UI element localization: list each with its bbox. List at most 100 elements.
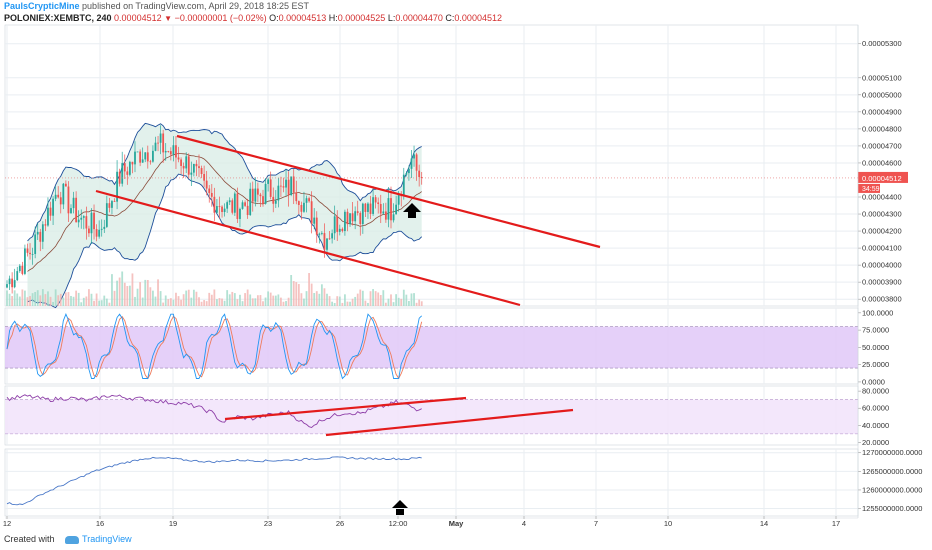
volume-bar (131, 273, 134, 306)
x-tick-label: 26 (336, 519, 344, 528)
candle-body (285, 179, 287, 188)
volume-bar (49, 296, 52, 306)
candle-body (264, 183, 267, 204)
candle-body (356, 211, 359, 213)
footer: Created with TradingView (4, 533, 132, 545)
volume-bar (100, 300, 103, 306)
candle-body (192, 163, 195, 173)
volume-bar (356, 293, 359, 306)
candle-body (269, 179, 272, 197)
candle-body (274, 200, 277, 204)
volume-bar (310, 283, 313, 306)
volume-bar (103, 295, 106, 306)
volume-bar (113, 290, 116, 306)
candle-body (175, 145, 177, 158)
rsi-y-label: 40.0000 (862, 421, 889, 430)
candle-body (167, 151, 170, 152)
candle-body (90, 212, 93, 234)
price-label-box (858, 171, 908, 183)
channel-upper-trendline (176, 134, 601, 249)
y-tick-label: 0.00004600 (862, 158, 902, 167)
candle-body (95, 229, 98, 237)
stochastic-y-label: 75.0000 (862, 326, 889, 335)
y-tick-label: 0.00005300 (862, 39, 902, 48)
volume-bar (308, 273, 310, 306)
volume-bar (128, 285, 131, 306)
candle-body (359, 212, 362, 225)
candle-body (72, 197, 75, 209)
volume-bar (77, 292, 80, 306)
candle-body (164, 151, 167, 153)
candle-body (295, 192, 298, 202)
close-label: C: (445, 13, 455, 23)
candle-body (49, 207, 52, 216)
x-tick-label: 12:00 (389, 519, 408, 528)
volume-bar (11, 296, 14, 306)
candle-body (36, 231, 39, 235)
candle-body (108, 203, 111, 208)
volume-bar (185, 290, 188, 306)
candle-body (379, 203, 382, 214)
candle-body (218, 206, 221, 207)
volume-bar (328, 296, 331, 306)
volume-bar (331, 301, 334, 306)
volume-bar (379, 295, 382, 306)
x-tick-label: 16 (96, 519, 104, 528)
volume-bar (34, 291, 37, 306)
candle-body (241, 202, 244, 209)
candle-body (331, 233, 334, 239)
price-change: −0.00000001 (−0.02%) (174, 13, 267, 23)
symbol-name[interactable]: POLONIEX:XEMBTC, 240 (4, 13, 112, 23)
volume-bar (367, 302, 369, 306)
candle-body (313, 217, 316, 224)
volume-bar (24, 290, 26, 306)
volume-bar (249, 294, 252, 306)
volume-bar (254, 298, 257, 306)
candle-body (239, 208, 241, 219)
symbol-bar: POLONIEX:XEMBTC, 240 0.00004512 ▼ −0.000… (4, 13, 502, 24)
breakout-arrow-icon (403, 203, 421, 218)
volume-bar (85, 296, 88, 306)
candle-body (259, 194, 262, 197)
candle-body (208, 188, 211, 193)
candle-body (336, 216, 339, 232)
candle-body (82, 216, 85, 218)
candle-body (382, 211, 385, 214)
candle-body (80, 217, 83, 220)
volume-bar (98, 300, 101, 306)
candle-body (315, 217, 318, 235)
volume-bar (295, 282, 298, 306)
volume-bar (282, 301, 285, 306)
volume-bar (21, 289, 24, 306)
volume-bar (190, 297, 193, 306)
author-link[interactable]: PaulsCrypticMine (4, 1, 80, 11)
volume-bar (180, 299, 182, 306)
candle-body (387, 198, 390, 220)
candle-body (231, 200, 234, 213)
obv-y-label: 1270000000.0000 (862, 448, 922, 457)
candle-body (310, 201, 313, 224)
candle-body (251, 188, 254, 202)
stochastic-y-label: 50.0000 (862, 343, 889, 352)
candle-body (44, 224, 47, 226)
volume-bar (410, 293, 413, 306)
candle-body (244, 202, 246, 206)
bollinger-basis-line (27, 152, 422, 272)
volume-bar (141, 297, 144, 306)
candle-body (195, 163, 198, 167)
tradingview-link[interactable]: TradingView (82, 534, 132, 544)
volume-bar (144, 279, 147, 306)
volume-bar (349, 301, 351, 306)
candle-body (361, 203, 364, 225)
candle-body (47, 207, 49, 226)
candle-body (384, 211, 387, 220)
candle-body (333, 216, 336, 234)
stochastic-y-label: 0.0000 (862, 377, 885, 386)
candle-body (8, 278, 11, 285)
volume-bar (175, 292, 177, 306)
volume-bar (169, 298, 172, 306)
candle-body (323, 233, 326, 250)
volume-bar (361, 290, 364, 306)
volume-bar (344, 294, 346, 306)
